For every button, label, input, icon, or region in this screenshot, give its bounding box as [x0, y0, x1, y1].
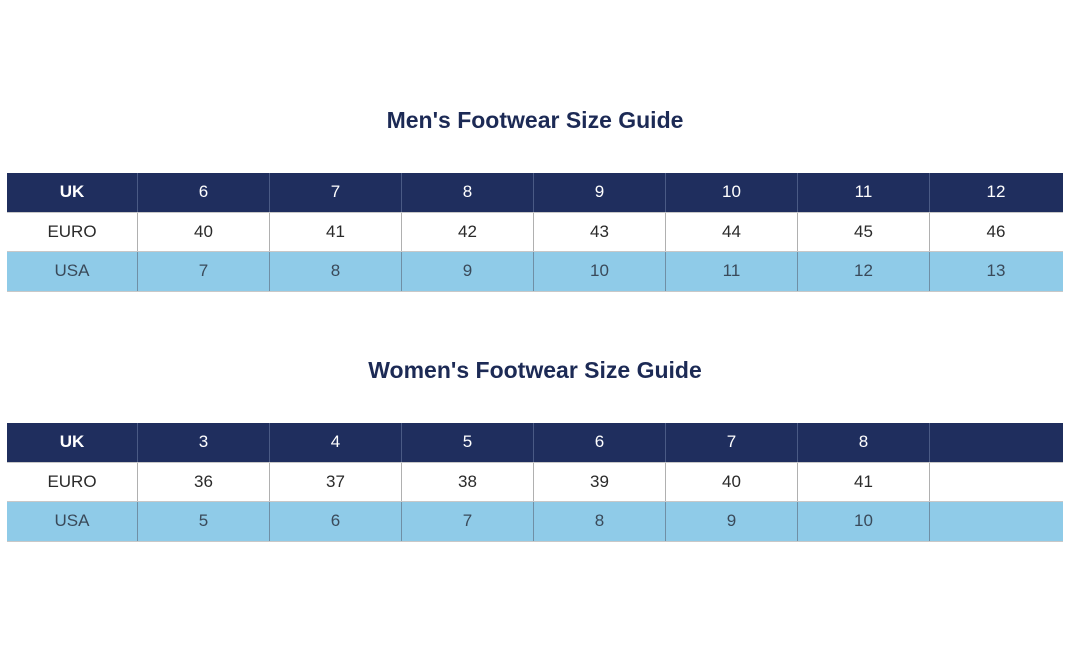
table-cell: 45 — [798, 212, 930, 251]
table-cell: 41 — [270, 212, 402, 251]
table-cell: 10 — [798, 502, 930, 541]
table-cell: 6 — [138, 173, 270, 212]
size-table: UK 3 4 5 6 7 8 EURO 36 37 38 39 40 41 USA 5 6 7 8 9 10 — [7, 423, 1063, 542]
table-cell: 9 — [402, 252, 534, 291]
table-cell: 12 — [986, 182, 1006, 202]
table-row: USA 5 6 7 8 9 10 — [7, 502, 1063, 542]
table-cell: 10 — [666, 173, 798, 212]
table-row: UK 3 4 5 6 7 8 — [7, 423, 1063, 463]
table-cell: 42 — [402, 212, 534, 251]
table-cell: 11 — [666, 252, 798, 291]
table-cell: 9 — [534, 173, 666, 212]
table-cell: 13 — [986, 261, 1006, 281]
table-cell: 7 — [138, 252, 270, 291]
table-cell: 5 — [138, 502, 270, 541]
table-cell: 8 — [270, 252, 402, 291]
table-cell: 46 — [986, 221, 1006, 241]
row-header-cell: UK — [7, 173, 138, 212]
table-cell: 3 — [138, 423, 270, 462]
size-table: UK 6 7 8 9 10 11 12 EURO 40 41 42 43 44 45 46 USA 7 8 9 10 11… — [7, 173, 1063, 292]
row-header-cell: USA — [7, 502, 138, 541]
table-cell: 6 — [534, 423, 666, 462]
table-cell: 5 — [402, 423, 534, 462]
table-row: EURO 40 41 42 43 44 45 46 — [7, 212, 1063, 252]
table-cell: 11 — [798, 173, 930, 212]
table-cell: 37 — [270, 462, 402, 501]
table-cell: 8 — [798, 423, 930, 462]
table-cell: 4 — [270, 423, 402, 462]
table-cell: 40 — [666, 462, 798, 501]
table-cell: 40 — [138, 212, 270, 251]
row-header-cell: USA — [7, 252, 138, 291]
table-cell: 7 — [402, 502, 534, 541]
table-cell: 43 — [534, 212, 666, 251]
row-header-cell: UK — [7, 423, 138, 462]
table-cell: 8 — [534, 502, 666, 541]
table-cell: 39 — [534, 462, 666, 501]
table-cell: 36 — [138, 462, 270, 501]
row-header-cell: EURO — [7, 462, 138, 501]
table-cell: 12 — [798, 252, 930, 291]
table-cell: 7 — [666, 423, 798, 462]
table-cell: 7 — [270, 173, 402, 212]
table-cell: 44 — [666, 212, 798, 251]
table-title: Men's Footwear Size Guide — [386, 107, 684, 133]
table-title: Women's Footwear Size Guide — [368, 357, 702, 383]
table-row: UK 6 7 8 9 10 11 12 — [7, 173, 1063, 213]
table-cell — [930, 502, 1062, 541]
table-row: USA 7 8 9 10 11 12 13 — [7, 252, 1063, 292]
table-cell: 10 — [534, 252, 666, 291]
table-cell: 38 — [402, 462, 534, 501]
table-cell: 41 — [798, 462, 930, 501]
table-row: EURO 36 37 38 39 40 41 — [7, 462, 1063, 502]
table-cell: 9 — [666, 502, 798, 541]
row-header-cell: EURO — [7, 212, 138, 251]
table-cell: 6 — [270, 502, 402, 541]
table-cell: 8 — [402, 173, 534, 212]
table-cell — [930, 423, 1062, 462]
table-cell — [930, 463, 1062, 502]
